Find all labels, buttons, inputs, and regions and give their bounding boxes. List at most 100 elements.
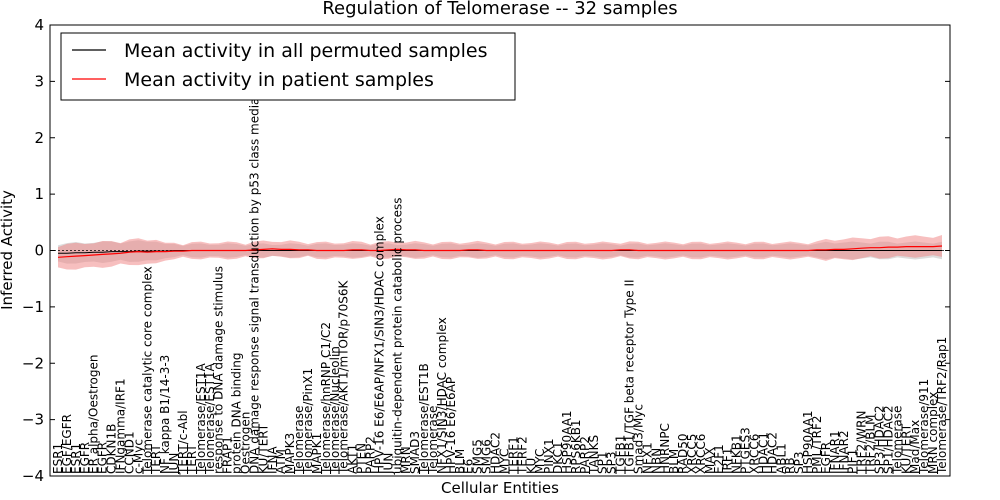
entity-label: HPV-16 E6/E6AP/NFX1/SIN3/HDAC complex xyxy=(373,216,387,474)
entity-label: c-Myc xyxy=(131,439,145,474)
entity-label: BLM xyxy=(453,449,467,474)
entity-label: XRCC6 xyxy=(694,434,708,474)
entity-label: TERF1 xyxy=(506,436,520,475)
entity-label: Oestrogen xyxy=(239,412,253,474)
entity-label: Telomerase/EST1A xyxy=(194,362,208,475)
entity-label: Telomerase catalytic core complex xyxy=(140,266,154,475)
entity-label: Mad/Max xyxy=(908,420,922,474)
entity-label: EGFR xyxy=(819,442,833,474)
entity-label: ABL1 xyxy=(774,443,788,474)
entity-label: IRF1 xyxy=(721,448,735,474)
entity-label: TERT/c-Abl xyxy=(176,410,190,475)
entity-label: HSP90AA1 xyxy=(560,410,574,474)
y-tick-label: 2 xyxy=(34,129,44,147)
entity-label: E6 xyxy=(462,459,476,474)
entity-label: ESR1 xyxy=(51,443,65,474)
legend: Mean activity in all permuted samples Me… xyxy=(60,32,516,101)
y-tick-label: −1 xyxy=(22,298,44,316)
entity-label: RB xyxy=(783,457,797,474)
entity-label: ATM xyxy=(274,449,288,474)
entity-label: XRCC5 xyxy=(685,434,699,474)
entity-label: MRN complex xyxy=(926,392,940,474)
entity-label: RPS6KB1 xyxy=(569,419,583,474)
entity-label: MRN xyxy=(399,446,413,474)
y-tick-label: 4 xyxy=(34,16,44,34)
entity-label: response to DNA damage stimulus xyxy=(212,266,226,474)
entity-label: TRF2/BLM xyxy=(864,414,878,475)
entity-label: Telomerase/911 xyxy=(917,379,931,475)
entity-label: EGFR xyxy=(96,442,110,474)
y-tick-label: −3 xyxy=(22,411,44,429)
plot-frame xyxy=(49,24,951,477)
entity-label: JUN xyxy=(381,453,395,475)
entity-label: NFX1 xyxy=(640,442,654,474)
y-tick-label: 0 xyxy=(34,242,44,260)
entity-label: Smad3/Myc xyxy=(631,404,645,474)
entity-label: Telomerase/hnRNP C1/C2 xyxy=(319,322,333,475)
y-tick-label: 3 xyxy=(34,72,44,90)
entity-label: HSP90AA1 xyxy=(801,410,815,474)
entity-label: SP3 xyxy=(792,452,806,475)
entity-label: DKC1 xyxy=(551,442,565,474)
entity-label: PIF1 xyxy=(846,449,860,474)
entity-label: TANKS xyxy=(587,435,601,475)
entity-label: PML/TRF2 xyxy=(810,415,824,474)
entity-label: HDAC2 xyxy=(765,432,779,474)
series-patient-line xyxy=(57,245,943,258)
entity-label: KU/TERT xyxy=(256,423,270,474)
entity-label: IFNAR2 xyxy=(837,430,851,474)
entity-label: SP3 xyxy=(605,452,619,475)
entity-label: EGF/EGFR xyxy=(60,414,74,474)
entity-label: AKT1 xyxy=(346,444,360,474)
entity-label: SMAD3 xyxy=(408,431,422,474)
entity-label: EGFR xyxy=(78,442,92,474)
entity-label: PTGES3 xyxy=(739,427,753,474)
entity-label: MAX xyxy=(703,447,717,474)
entity-label: PARP2 xyxy=(364,436,378,474)
entity-label: SMG5 xyxy=(471,439,485,474)
entity-label: MYC xyxy=(498,449,512,474)
legend-label-permuted: Mean activity in all permuted samples xyxy=(124,40,487,62)
entity-label: SMG6 xyxy=(480,439,494,474)
y-axis-title: Inferred Activity xyxy=(0,190,16,310)
y-tick-label: 1 xyxy=(34,185,44,203)
entity-label: Telomerase/AKT1/mTOR/p70S6K xyxy=(337,279,351,475)
entity-label: PARP2 xyxy=(578,436,592,474)
entity-label: TGFB1 xyxy=(614,435,628,475)
entity-label: NBN xyxy=(649,448,663,474)
y-tick-label: −4 xyxy=(22,467,44,485)
entity-label: protein DNA binding xyxy=(230,353,244,474)
entity-label: MAPK3 xyxy=(283,433,297,474)
entity-label: TERF2 xyxy=(515,436,529,475)
entity-label: IFNAR1 xyxy=(828,430,842,474)
entity-label: FRAP1 xyxy=(221,436,235,474)
entity-label: TERT xyxy=(149,444,163,475)
entity-label: Telomerase/Nucleolin xyxy=(328,346,342,475)
legend-box xyxy=(60,32,516,101)
entity-label: Telomerase/EST1A xyxy=(203,362,217,475)
entity-label: Telomerase xyxy=(426,406,440,475)
entity-label: RAD50 xyxy=(676,433,690,474)
entity-label: KU/TERT xyxy=(899,423,913,474)
entity-label: JUN xyxy=(167,453,181,475)
entity-label: TGFB1/TGF beta receptor Type II xyxy=(623,279,637,475)
entity-label: Telomerase xyxy=(890,406,904,475)
entity-label: TRF2/WRN xyxy=(855,411,869,475)
entity-label: SP3/HDAC2 xyxy=(873,405,887,474)
entity-label: KU xyxy=(524,458,538,474)
entity-label: NF kappa B1/14-3-3 xyxy=(158,355,172,474)
entity-label: HPV-16 E6/E6AP xyxy=(444,377,458,474)
entity-label: XRCC6 xyxy=(748,434,762,474)
lines-layer xyxy=(57,245,943,258)
entity-label: PTEN xyxy=(355,443,369,474)
entity-label: NFX1/SIN3/HDAC complex xyxy=(435,317,449,474)
entity-label: HDAC2 xyxy=(489,432,503,474)
entity-label: CCND1 xyxy=(122,431,136,474)
entity-label: MYC xyxy=(533,449,547,474)
entity-label: TERT xyxy=(185,444,199,475)
entity-label: IFNgamma/IRF1 xyxy=(114,378,128,474)
entity-label: Telomerase xyxy=(292,406,306,475)
entity-label: Telomerase/PinX1 xyxy=(301,368,315,475)
